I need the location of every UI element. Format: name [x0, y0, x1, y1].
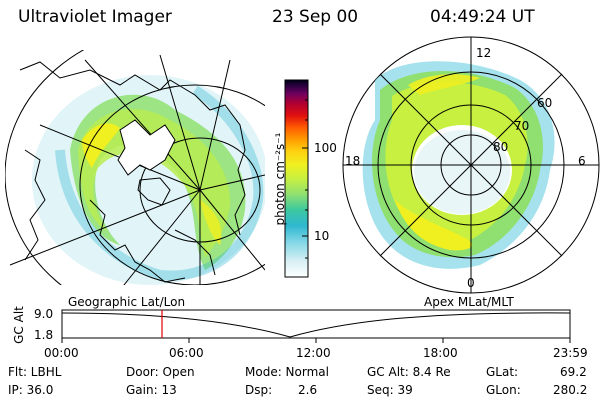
colorbar-unit-label: photon cm⁻²s⁻¹: [273, 132, 287, 226]
lat-label-70: 70: [514, 119, 530, 133]
alt-xtick-0600: 06:00: [169, 346, 204, 360]
colorbar-tick-100: 100: [314, 141, 337, 155]
info-glon-value: 280.2: [553, 383, 588, 397]
mlt-label-12: 12: [476, 46, 492, 60]
altitude-plot: [61, 309, 571, 343]
alt-ylabel: GC Alt: [12, 306, 26, 344]
info-glat-value: 69.2: [560, 365, 587, 379]
alt-ytick-1-8: 1.8: [34, 328, 54, 342]
mlt-label-6: 6: [578, 154, 586, 168]
mlt-label-0: 0: [467, 276, 475, 290]
alt-xtick-1800: 18:00: [423, 346, 458, 360]
geographic-map: [5, 50, 265, 285]
magnetic-polar-map: [342, 36, 600, 294]
info-seq: Seq: 39: [367, 383, 413, 397]
mlt-label-18: 18: [345, 154, 361, 168]
info-mode: Mode: Normal: [245, 365, 329, 379]
colorbar-tick-10: 10: [314, 229, 330, 243]
date-label: 23 Sep 00: [272, 7, 359, 27]
info-ip: IP: 36.0: [8, 383, 54, 397]
lat-label-60: 60: [537, 96, 553, 110]
lat-label-80: 80: [493, 140, 509, 154]
info-filter: Flt: LBHL: [8, 365, 62, 379]
info-dsp-label: Dsp:: [245, 383, 273, 397]
info-gain: Gain: 13: [126, 383, 177, 397]
colorbar: [284, 79, 309, 278]
info-dsp-value: 2.6: [298, 383, 318, 397]
info-gc-alt: GC Alt: 8.4 Re: [367, 365, 451, 379]
alt-xtick-1200: 12:00: [296, 346, 331, 360]
alt-ytick-9: 9.0: [34, 307, 54, 321]
info-glon-label: GLon:: [486, 383, 521, 397]
alt-xtick-2359: 23:59: [553, 346, 588, 360]
info-door: Door: Open: [126, 365, 195, 379]
instrument-title: Ultraviolet Imager: [18, 7, 172, 27]
geographic-caption: Geographic Lat/Lon: [68, 295, 186, 309]
time-label: 04:49:24 UT: [430, 7, 535, 27]
alt-xtick-0000: 00:00: [44, 346, 79, 360]
info-glat-label: GLat:: [486, 365, 519, 379]
apex-caption: Apex MLat/MLT: [424, 295, 514, 309]
